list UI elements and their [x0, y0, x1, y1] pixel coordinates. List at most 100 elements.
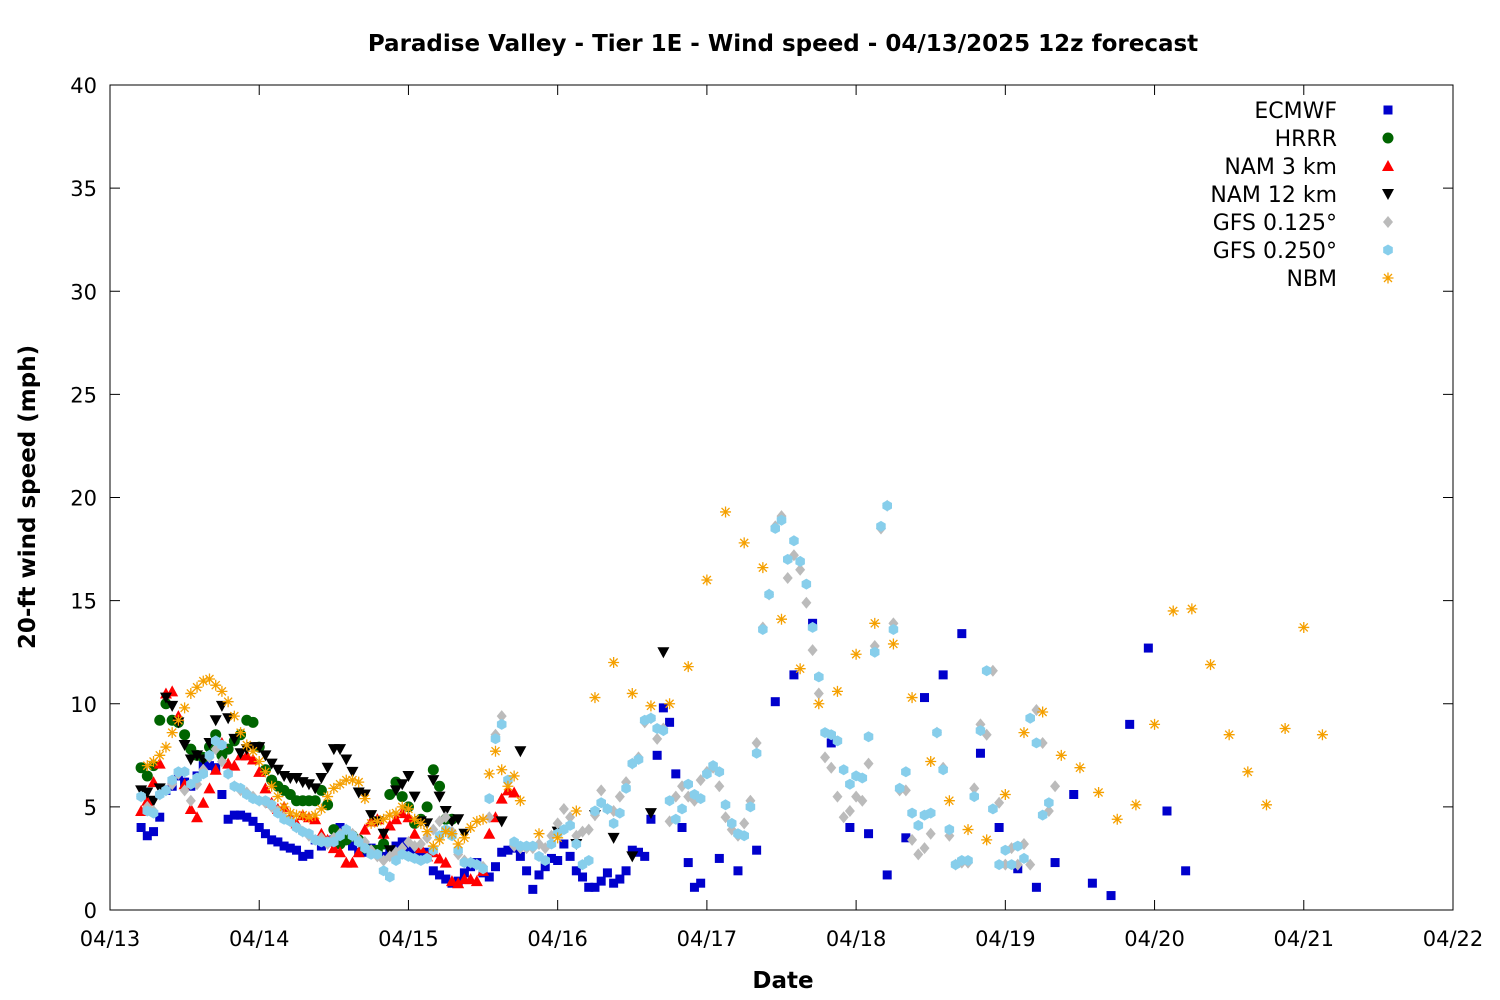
- x-tick-label: 04/13: [80, 927, 141, 951]
- data-point: [236, 810, 246, 820]
- data-point: [309, 809, 321, 821]
- data-point: [552, 832, 564, 844]
- data-point: [184, 754, 197, 766]
- data-point: [626, 687, 638, 699]
- data-point: [999, 789, 1011, 800]
- legend-label: ECMWF: [1254, 99, 1337, 124]
- data-point: [184, 802, 197, 814]
- data-point: [503, 845, 513, 855]
- data-point: [608, 817, 619, 829]
- data-point: [234, 748, 247, 760]
- data-point: [528, 840, 538, 852]
- data-point: [583, 823, 594, 836]
- x-tick-label: 04/16: [527, 927, 588, 951]
- data-point: [590, 805, 600, 817]
- data-point: [826, 729, 836, 741]
- data-point: [689, 882, 699, 892]
- plot-area: [135, 499, 1328, 901]
- data-point: [435, 870, 445, 880]
- data-point: [664, 795, 675, 807]
- data-point: [565, 851, 575, 861]
- data-point: [1143, 643, 1153, 653]
- data-point: [1167, 605, 1179, 617]
- data-point: [907, 807, 917, 819]
- data-point: [452, 877, 465, 889]
- data-point: [421, 826, 433, 838]
- y-tick-label: 35: [70, 177, 97, 201]
- data-point: [271, 764, 284, 776]
- data-point: [309, 783, 322, 795]
- data-point: [901, 833, 911, 843]
- data-point: [776, 514, 787, 526]
- data-point: [714, 780, 725, 793]
- data-point: [981, 834, 993, 846]
- data-point: [963, 855, 973, 866]
- data-point: [1242, 766, 1254, 778]
- data-point: [565, 819, 575, 831]
- data-point: [876, 520, 886, 532]
- x-tick-label: 04/14: [229, 927, 290, 951]
- data-point: [204, 761, 214, 771]
- data-point: [913, 848, 924, 861]
- data-point: [739, 830, 749, 842]
- data-point: [434, 834, 446, 846]
- data-point: [209, 715, 222, 727]
- data-point: [738, 537, 750, 549]
- data-point: [141, 760, 153, 772]
- data-point: [147, 795, 160, 807]
- data-point: [191, 681, 203, 693]
- data-point: [701, 574, 713, 586]
- data-point: [770, 522, 780, 534]
- data-point: [141, 787, 154, 799]
- data-point: [335, 830, 345, 842]
- data-point: [222, 696, 234, 708]
- data-point: [1013, 840, 1023, 852]
- data-point: [994, 823, 1004, 832]
- data-point: [657, 647, 670, 659]
- data-point: [607, 832, 620, 844]
- data-point: [584, 855, 594, 866]
- data-point: [385, 871, 395, 883]
- data-point: [596, 797, 606, 809]
- legend-label: GFS 0.125°: [1213, 211, 1337, 236]
- data-point: [615, 874, 625, 884]
- data-point: [528, 884, 538, 894]
- data-point: [421, 801, 433, 813]
- data-point: [901, 766, 911, 778]
- y-tick-label: 25: [70, 383, 97, 407]
- data-point: [402, 770, 415, 782]
- data-point: [172, 714, 184, 726]
- data-point: [696, 878, 706, 888]
- data-point: [439, 856, 452, 868]
- data-point: [658, 703, 668, 713]
- data-point: [372, 848, 383, 860]
- data-point: [714, 766, 725, 778]
- data-point: [302, 779, 315, 791]
- data-point: [926, 807, 936, 819]
- data-point: [353, 776, 365, 788]
- data-point: [384, 809, 396, 821]
- data-point: [503, 774, 513, 786]
- data-point: [248, 816, 258, 826]
- data-point: [285, 843, 295, 853]
- legend-label: HRRR: [1275, 127, 1337, 152]
- data-point: [433, 791, 446, 803]
- data-point: [278, 801, 290, 813]
- data-point: [794, 663, 806, 675]
- data-point: [229, 810, 239, 820]
- data-point: [845, 823, 855, 832]
- data-point: [943, 795, 955, 807]
- data-point: [640, 851, 650, 861]
- data-point: [160, 741, 172, 753]
- data-point: [360, 842, 370, 854]
- data-point: [695, 793, 706, 805]
- data-point: [315, 803, 327, 815]
- data-point: [403, 843, 413, 853]
- legend-label: NAM 3 km: [1224, 155, 1337, 180]
- data-point: [677, 803, 687, 815]
- data-point: [204, 749, 215, 761]
- data-point: [135, 762, 147, 774]
- data-point: [408, 791, 421, 803]
- data-point: [496, 710, 507, 723]
- data-point: [714, 853, 724, 863]
